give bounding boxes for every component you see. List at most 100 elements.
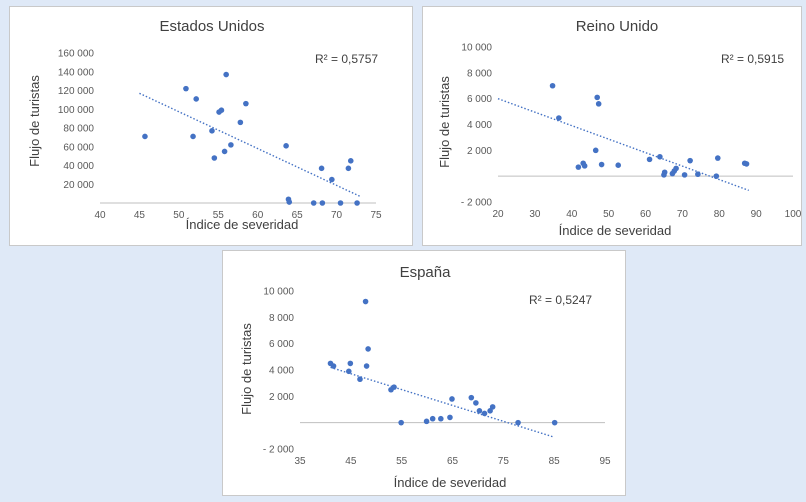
data-point xyxy=(319,200,326,206)
data-point xyxy=(594,94,600,101)
chart-panel-estados-unidos: Estados Unidos R² = 0,5757 Índice de sev… xyxy=(9,6,413,246)
data-point xyxy=(695,171,701,178)
data-point xyxy=(473,400,479,406)
r2-label: R² = 0,5915 xyxy=(721,52,784,66)
x-tick-label: 35 xyxy=(294,456,306,467)
x-tick-label: 45 xyxy=(134,210,146,221)
data-point xyxy=(714,155,721,161)
y-tick-label: 100 000 xyxy=(58,105,95,116)
data-point xyxy=(438,415,444,422)
data-point xyxy=(243,100,249,107)
r2-label: R² = 0,5757 xyxy=(315,52,378,66)
data-point xyxy=(318,165,325,172)
chart-panel-reino-unido: Reino Unido R² = 0,5915 Índice de severi… xyxy=(422,6,802,246)
data-point xyxy=(211,155,218,161)
data-point xyxy=(423,418,430,425)
x-tick-label: 50 xyxy=(603,209,615,220)
trendline xyxy=(139,92,361,198)
data-point xyxy=(330,363,337,369)
x-tick-label: 90 xyxy=(751,209,763,220)
x-tick-label: 30 xyxy=(529,209,541,220)
data-point xyxy=(681,172,688,178)
x-tick-label: 75 xyxy=(498,456,510,467)
data-point xyxy=(362,298,369,305)
x-tick-label: 80 xyxy=(714,209,726,220)
data-point xyxy=(598,161,605,168)
data-point xyxy=(346,368,352,375)
chart-panel-espana: España R² = 0,5247 Índice de severidad F… xyxy=(222,250,626,496)
data-point xyxy=(398,419,404,426)
y-tick-label: 20 000 xyxy=(63,180,94,191)
data-point xyxy=(286,199,293,205)
y-tick-label: 60 000 xyxy=(63,142,94,153)
scatter-chart-espana: España R² = 0,5247 Índice de severidad F… xyxy=(239,264,611,490)
x-tick-label: 60 xyxy=(640,209,652,220)
y-tick-label: 40 000 xyxy=(63,161,94,172)
data-point xyxy=(449,396,455,402)
x-tick-label: 75 xyxy=(370,210,382,221)
data-point xyxy=(221,148,228,155)
scatter-chart-estados-unidos: Estados Unidos R² = 0,5757 Índice de sev… xyxy=(27,18,382,232)
data-point xyxy=(468,394,475,401)
y-tick-label: 10 000 xyxy=(263,287,294,298)
y-tick-label: 8 000 xyxy=(467,68,492,79)
data-point xyxy=(673,165,679,172)
data-point xyxy=(581,163,588,169)
x-tick-label: 70 xyxy=(677,209,689,220)
x-tick-label: 40 xyxy=(566,209,578,220)
data-point xyxy=(310,200,317,206)
y-tick-label: 80 000 xyxy=(63,124,94,135)
data-point xyxy=(354,200,360,206)
scatter-chart-reino-unido: Reino Unido R² = 0,5915 Índice de severi… xyxy=(437,18,802,238)
data-point xyxy=(357,376,363,383)
x-tick-label: 55 xyxy=(396,456,408,467)
y-tick-label: 4 000 xyxy=(269,366,294,377)
data-point xyxy=(657,153,663,160)
x-tick-label: 65 xyxy=(447,456,459,467)
data-point xyxy=(743,161,750,167)
trendline xyxy=(497,98,749,192)
data-point xyxy=(345,165,352,172)
data-point xyxy=(595,101,602,107)
data-point xyxy=(687,157,693,164)
data-point xyxy=(142,133,148,140)
y-tick-label: 4 000 xyxy=(467,120,492,131)
x-tick-label: 70 xyxy=(331,210,343,221)
x-tick-label: 60 xyxy=(252,210,264,221)
y-axis-title: Flujo de turistas xyxy=(239,323,254,415)
data-point xyxy=(337,200,344,206)
y-tick-label: - 2 000 xyxy=(263,445,295,456)
data-point xyxy=(575,164,582,170)
data-point xyxy=(713,173,720,179)
y-tick-label: 6 000 xyxy=(467,94,492,105)
data-point xyxy=(363,363,370,369)
x-tick-label: 45 xyxy=(345,456,357,467)
chart-title: Estados Unidos xyxy=(159,18,264,35)
y-tick-label: 6 000 xyxy=(269,339,294,350)
data-point xyxy=(551,419,558,426)
y-axis-title: Flujo de turistas xyxy=(437,76,452,168)
data-point xyxy=(447,414,453,421)
data-point xyxy=(329,176,335,183)
trendline xyxy=(330,366,555,438)
data-point xyxy=(190,133,196,140)
y-tick-label: 10 000 xyxy=(461,43,492,54)
x-tick-label: 95 xyxy=(599,456,611,467)
x-axis-title: Índice de severidad xyxy=(186,217,299,232)
y-tick-label: 140 000 xyxy=(58,67,95,78)
y-tick-label: 160 000 xyxy=(58,49,95,60)
x-axis-title: Índice de severidad xyxy=(394,475,507,490)
data-point xyxy=(646,156,653,163)
data-point xyxy=(228,142,234,148)
data-point xyxy=(391,384,397,390)
x-tick-label: 55 xyxy=(213,210,225,221)
data-point xyxy=(218,107,225,113)
data-point xyxy=(476,408,483,414)
y-tick-label: 2 000 xyxy=(269,392,294,403)
data-point xyxy=(347,158,354,164)
data-point xyxy=(661,169,668,176)
x-tick-label: 85 xyxy=(549,456,561,467)
x-tick-label: 65 xyxy=(292,210,304,221)
data-point xyxy=(481,410,488,417)
data-point xyxy=(515,419,521,426)
